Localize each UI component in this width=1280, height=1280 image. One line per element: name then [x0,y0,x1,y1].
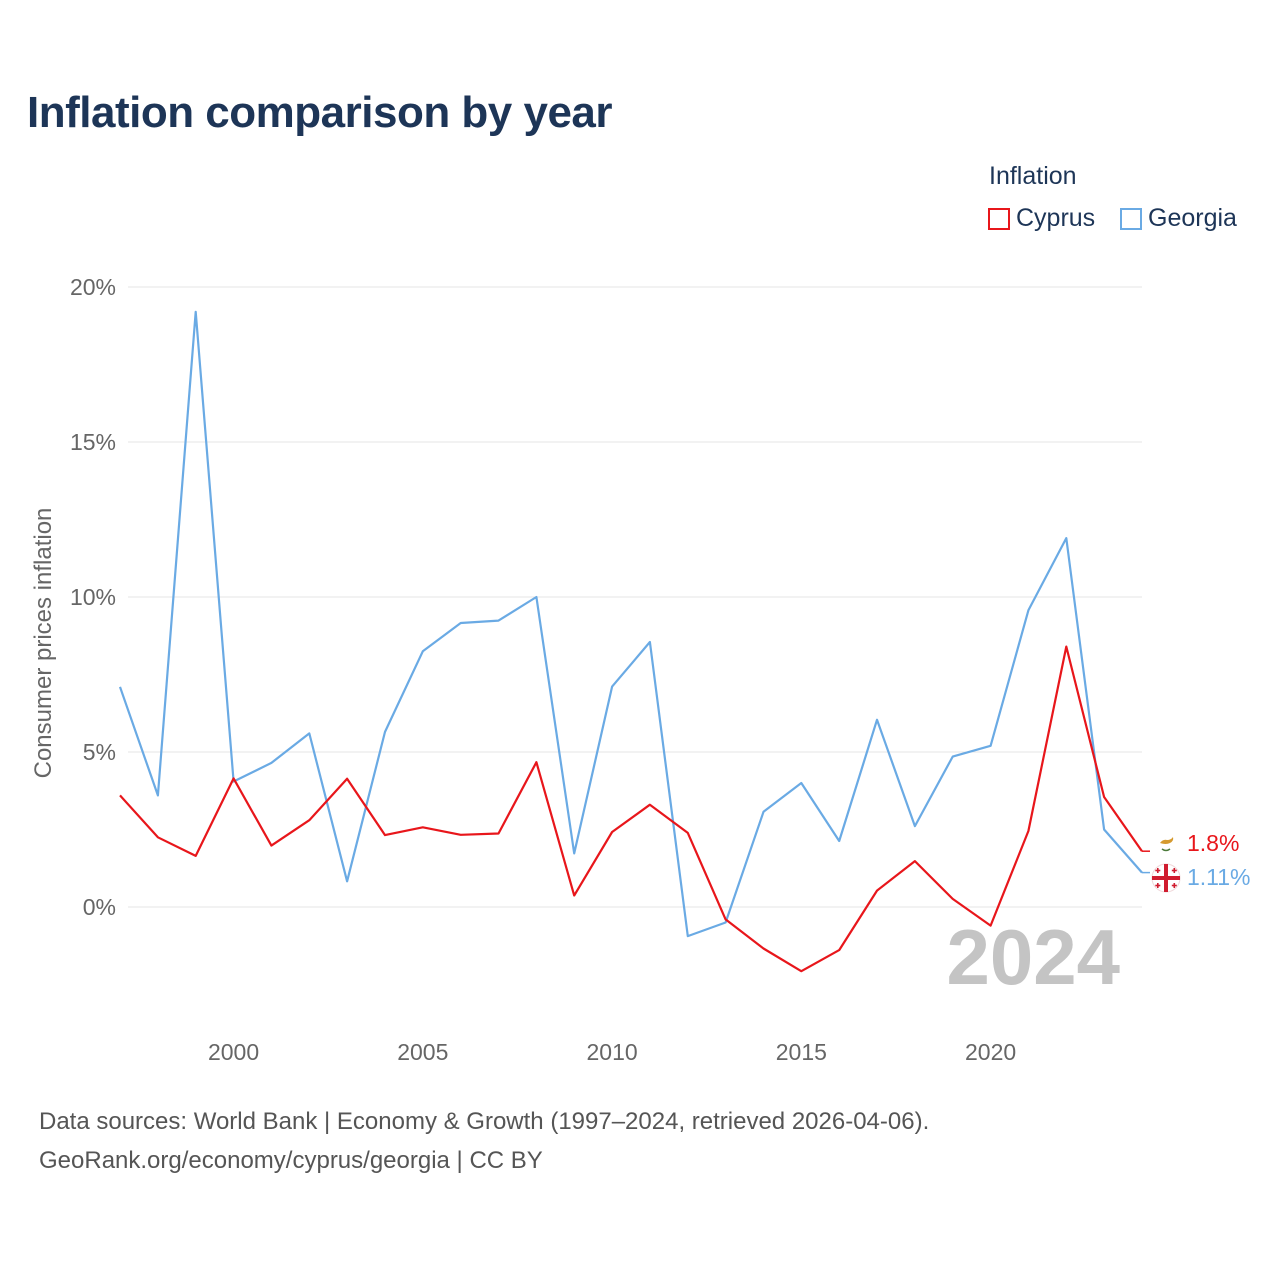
attribution-link[interactable]: GeoRank.org/economy/cyprus/georgia | CC … [39,1147,543,1174]
x-axis-ticks: 2000 2005 2010 2015 2020 [208,1039,1016,1065]
y-axis-ticks: 0% 5% 10% 15% 20% [70,274,116,920]
gridlines [128,286,1142,908]
y-tick-label: 20% [70,274,116,300]
legend-title: Inflation [989,162,1077,190]
cyprus-end-value-label: 1.8% [1187,830,1239,856]
legend-item-georgia[interactable]: Georgia [1120,204,1237,233]
georgia-end-value-label: 1.11% [1187,864,1251,890]
georgia-flag-icon [1151,863,1181,893]
x-tick-label: 2015 [776,1039,827,1065]
year-watermark: 2024 [946,913,1120,1001]
legend-label-cyprus: Cyprus [1016,204,1096,232]
y-axis-title: Consumer prices inflation [30,508,57,779]
legend-swatch-cyprus [988,207,1010,230]
x-tick-label: 2000 [208,1039,259,1065]
y-tick-label: 15% [70,429,116,455]
series-line-georgia [118,310,1143,938]
y-tick-label: 10% [70,584,116,610]
x-tick-label: 2020 [965,1039,1016,1065]
y-tick-label: 5% [83,739,116,765]
y-tick-label: 0% [83,894,116,920]
x-tick-label: 2005 [397,1039,448,1065]
series-line-cyprus [119,645,1143,973]
x-tick-label: 2010 [586,1039,637,1065]
page-title: Inflation comparison by year [27,88,613,137]
legend-label-georgia: Georgia [1148,204,1237,232]
legend-swatch-georgia [1120,207,1142,230]
legend-item-cyprus[interactable]: Cyprus [988,204,1095,233]
cyprus-flag-icon [1157,835,1175,853]
data-source-note: Data sources: World Bank | Economy & Gro… [39,1108,930,1135]
series-lines [118,310,1150,973]
